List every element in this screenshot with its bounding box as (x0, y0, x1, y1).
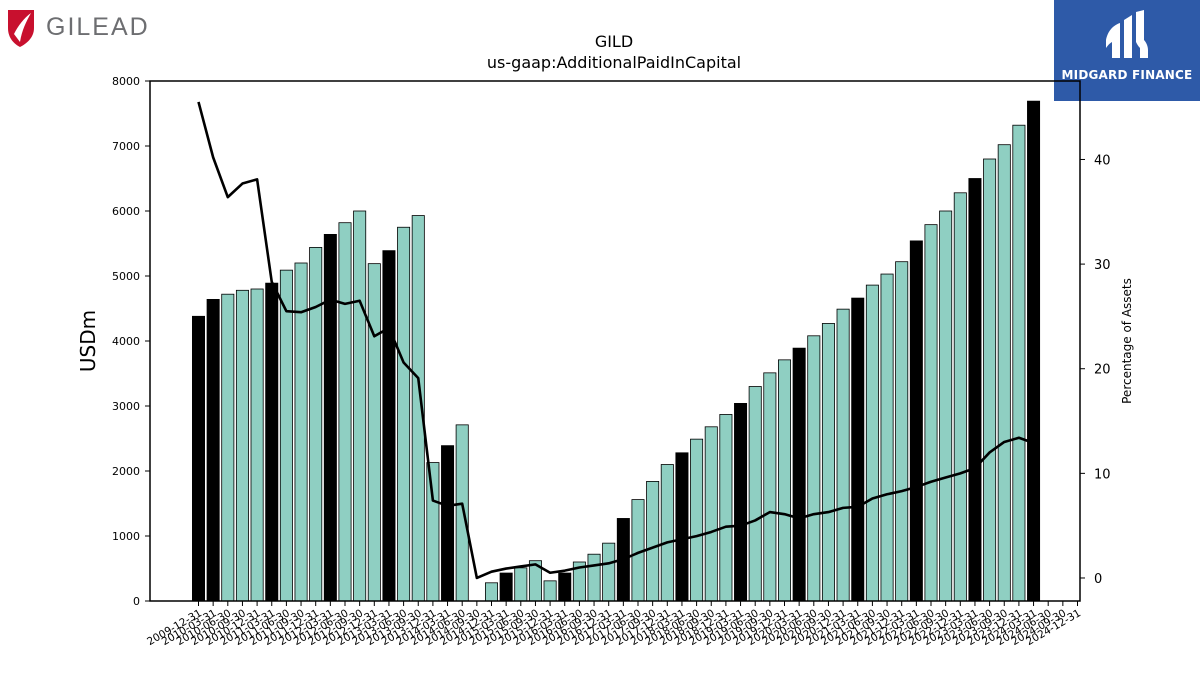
bar (675, 452, 689, 602)
midgard-finance-logo: MIDGARD FINANCE (1054, 0, 1200, 101)
bar (983, 158, 997, 602)
bar (602, 542, 616, 602)
bar (836, 308, 850, 602)
midgard-logo-text: MIDGARD FINANCE (1061, 68, 1193, 82)
bar (206, 298, 220, 602)
y2-tick-label: 40 (1094, 153, 1111, 168)
bar (763, 372, 777, 602)
bar (382, 250, 396, 602)
bar (558, 572, 572, 602)
y2-tick-label: 20 (1094, 363, 1111, 378)
gilead-logo: GILEAD (4, 4, 164, 50)
y-tick-label: 0 (133, 595, 140, 608)
bar (484, 582, 498, 602)
bar (1027, 100, 1041, 602)
bar (441, 445, 455, 602)
y-tick-label: 3000 (112, 400, 140, 413)
bar (294, 262, 308, 602)
bar (191, 315, 205, 602)
line-group (197, 101, 1034, 580)
bar (309, 246, 323, 602)
bar (265, 282, 279, 602)
y-tick-label: 8000 (112, 75, 140, 88)
bar (646, 480, 660, 602)
gilead-logo-text: GILEAD (46, 13, 150, 41)
y2-tick-label: 0 (1094, 572, 1102, 587)
bar (865, 284, 879, 602)
y-tick-label: 2000 (112, 465, 140, 478)
bar (323, 233, 337, 602)
bar (895, 261, 909, 602)
bar (748, 386, 762, 602)
bar (909, 240, 923, 602)
bar (543, 580, 557, 602)
bar (367, 263, 381, 602)
percentage-line (197, 101, 1034, 580)
bar (953, 192, 967, 602)
bar (778, 359, 792, 602)
bar (821, 323, 835, 602)
bar (353, 210, 367, 602)
chart-title: GILD (594, 32, 634, 51)
axes-group: 0 1000 2000 3000 4000 5000 6000 7000 8000 0 10 20 30… (76, 75, 1134, 648)
bar (851, 297, 865, 602)
bar (499, 572, 513, 602)
bar (997, 144, 1011, 602)
gilead-leaf-icon (8, 10, 34, 47)
bar (660, 464, 674, 602)
y2-axis-label: Percentage of Assets (1120, 278, 1134, 404)
bar (719, 414, 733, 602)
bar (690, 438, 704, 602)
bar (455, 424, 469, 602)
bar (397, 226, 411, 602)
bars-group (191, 100, 1041, 602)
y-axis-label: USDm (76, 310, 100, 372)
bar (587, 553, 601, 602)
y2-tick-label: 10 (1094, 467, 1111, 482)
bar (514, 567, 528, 602)
midgard-emblem-icon (1106, 10, 1148, 58)
y-tick-label: 7000 (112, 140, 140, 153)
y-tick-label: 1000 (112, 530, 140, 543)
bar (338, 222, 352, 602)
bar (250, 288, 264, 602)
bar (279, 269, 293, 602)
bar (734, 402, 748, 602)
y-tick-label: 5000 (112, 270, 140, 283)
chart-subtitle: us-gaap:AdditionalPaidInCapital (486, 53, 742, 72)
bar (968, 178, 982, 602)
bar (924, 224, 938, 602)
y-tick-label: 6000 (112, 205, 140, 218)
bar (792, 347, 806, 602)
bar (880, 273, 894, 602)
bar (807, 335, 821, 602)
bar (221, 293, 235, 602)
y-tick-label: 4000 (112, 335, 140, 348)
bar (426, 462, 440, 602)
bar (939, 210, 953, 602)
bar (704, 426, 718, 602)
y2-tick-label: 30 (1094, 258, 1111, 273)
bar (1012, 124, 1026, 602)
bar (235, 289, 249, 602)
